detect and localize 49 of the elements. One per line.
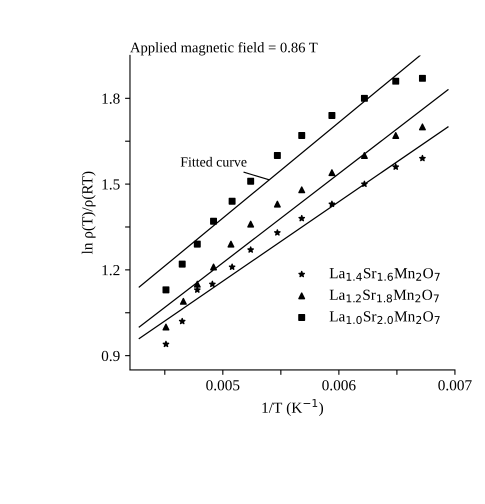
point — [247, 178, 254, 185]
point — [419, 154, 426, 162]
point — [247, 220, 254, 228]
point — [228, 198, 236, 205]
point — [162, 324, 170, 331]
point — [392, 78, 400, 85]
point — [274, 200, 281, 208]
legend-label: La$_{1.2}$Sr$_{1.8}$Mn$_{2}$O$_{7}$ — [330, 290, 439, 302]
point — [418, 123, 426, 130]
point — [360, 152, 368, 159]
point — [162, 340, 170, 348]
legend-label: La$_{1.4}$Sr$_{1.6}$Mn$_{2}$O$_{7}$ — [330, 268, 440, 281]
point — [298, 186, 306, 194]
point — [361, 180, 368, 188]
point — [298, 214, 306, 222]
y-axis-title: ln ρ(T)/ρ(RT) — [82, 172, 96, 254]
point — [209, 280, 216, 288]
point — [328, 169, 336, 176]
y-tick-label: 0.9 — [102, 350, 120, 362]
x-tick-label: 0.007 — [438, 380, 472, 390]
x-tick-label: 0.006 — [322, 380, 356, 390]
y-tick-label: 1.8 — [102, 93, 120, 104]
point — [328, 200, 336, 208]
point — [178, 260, 186, 268]
x-tick-label: 0.005 — [206, 380, 240, 390]
point — [210, 264, 218, 270]
point — [228, 264, 236, 270]
legend-label: La$_{1.0}$Sr$_{2.0}$Mn$_{2}$O$_{7}$ — [330, 311, 440, 324]
point — [194, 240, 201, 248]
y-tick-label: 1.5 — [102, 179, 120, 190]
point — [328, 112, 336, 119]
point — [194, 280, 201, 288]
point — [274, 152, 281, 159]
point — [360, 94, 368, 102]
point — [210, 218, 218, 225]
point — [392, 132, 400, 139]
point — [392, 163, 400, 170]
annotation: Fitted curve — [180, 156, 247, 167]
point — [247, 246, 254, 253]
point — [274, 229, 281, 236]
point — [162, 286, 170, 294]
annotation: Applied magnetic field = 0.86 T — [130, 42, 318, 56]
point — [178, 318, 186, 324]
point — [227, 240, 234, 248]
point — [298, 132, 306, 139]
x-axis-title: 1/T (K$^{−1}$) — [262, 399, 324, 416]
point — [418, 74, 426, 82]
point — [180, 298, 187, 305]
y-tick-label: 1.2 — [102, 265, 120, 276]
